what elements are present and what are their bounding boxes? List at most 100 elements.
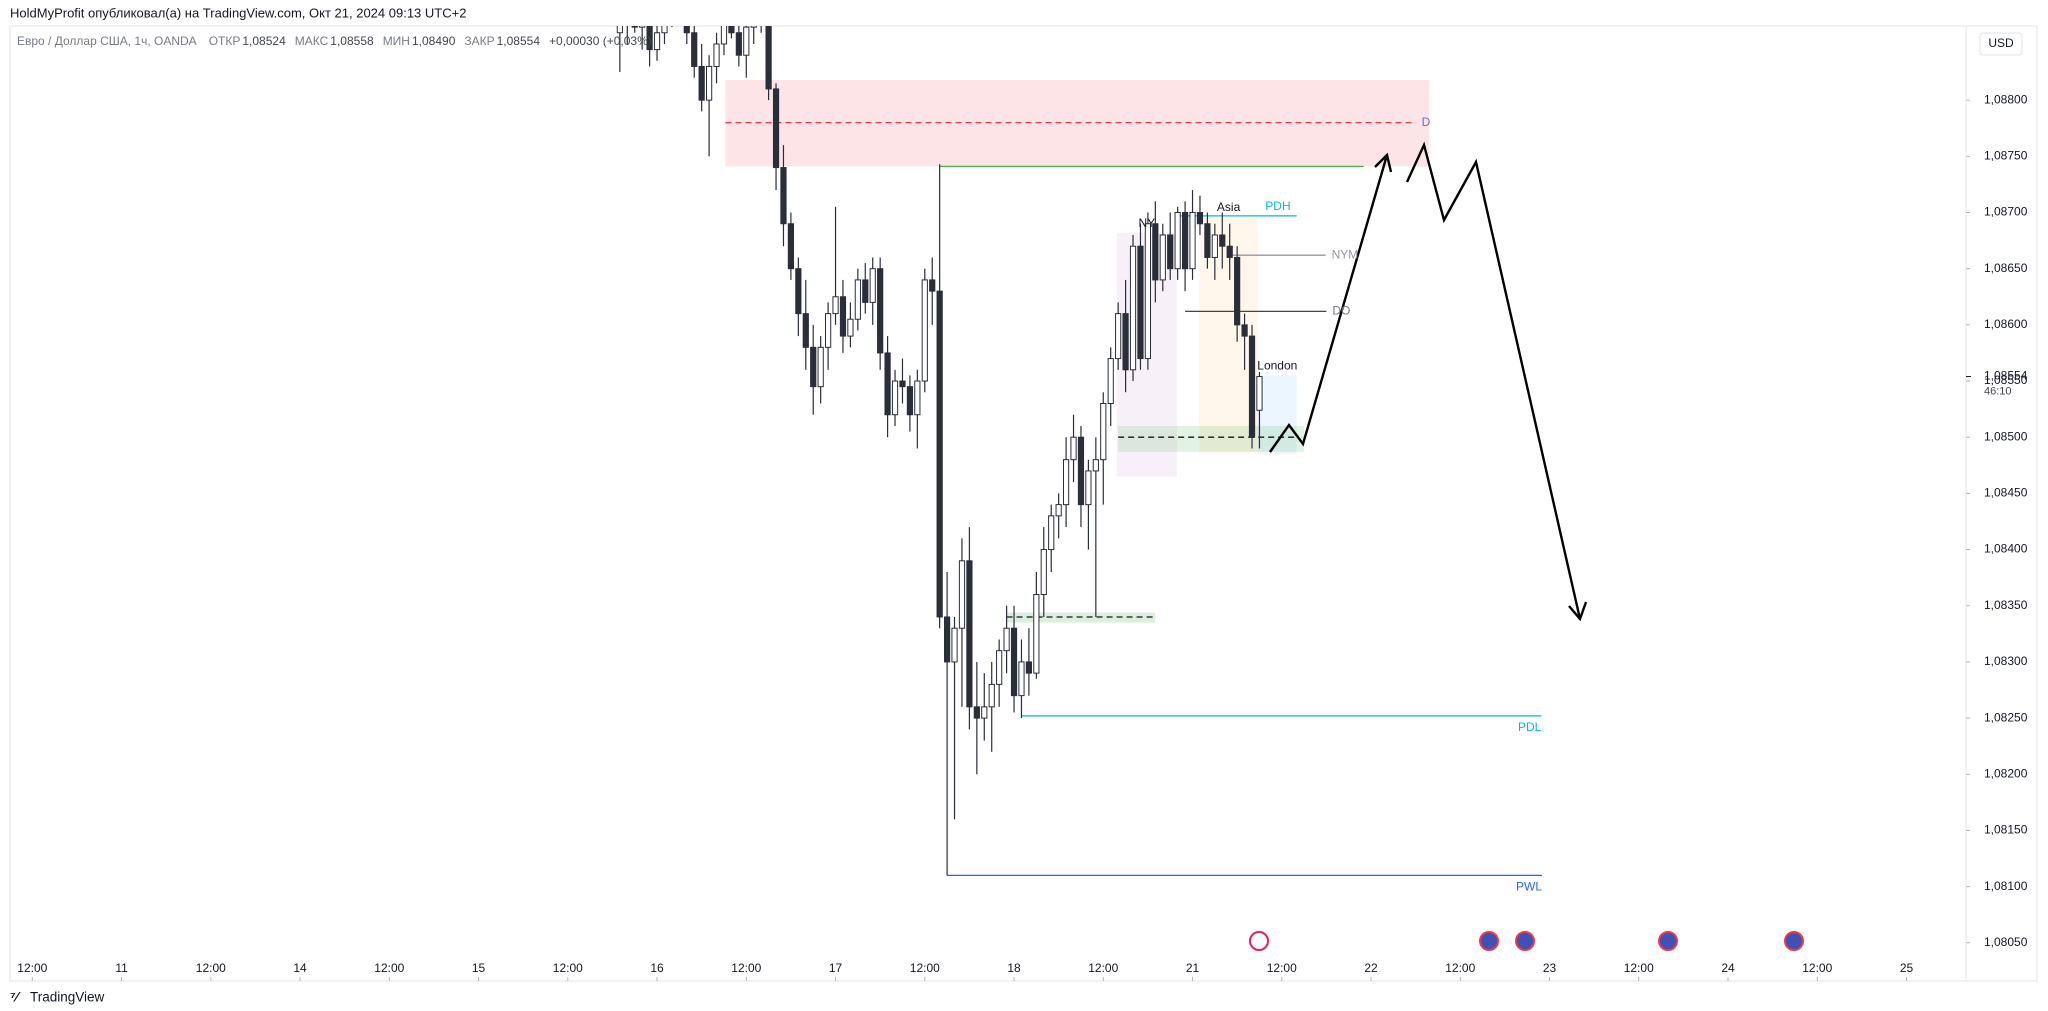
- candle-body: [847, 318, 854, 337]
- candle-body: [958, 560, 966, 629]
- candle-body: [877, 268, 884, 354]
- candle-body: [735, 32, 742, 56]
- ohlc-label: ЗАКР: [464, 34, 494, 48]
- candle-body: [646, 26, 653, 51]
- event-icon[interactable]: [1479, 931, 1499, 951]
- y-tick-label: 1,08650: [1984, 261, 2028, 275]
- candle-body: [631, 26, 638, 28]
- candle-body: [639, 26, 646, 28]
- x-tick-label: 17: [829, 961, 843, 975]
- candle-body: [1256, 376, 1263, 411]
- y-tick-label: 1,08400: [1984, 542, 2028, 556]
- arrowhead: [1374, 152, 1393, 173]
- y-tick-label: 1,08450: [1984, 486, 2028, 500]
- candle-body: [1033, 594, 1040, 674]
- candle-body: [1174, 212, 1181, 270]
- event-icon[interactable]: [1515, 931, 1535, 951]
- candle-body: [1122, 313, 1129, 371]
- projection-down: [1405, 141, 1582, 620]
- candle-body: [1070, 436, 1077, 461]
- countdown: 46:10: [1984, 385, 2012, 397]
- candle-body: [1167, 234, 1174, 270]
- x-tick-label: 22: [1364, 961, 1378, 975]
- candle-body: [1048, 515, 1055, 551]
- y-tick-label: 1,08050: [1984, 935, 2028, 949]
- last-price-label: 1,08554: [1984, 369, 2028, 383]
- x-tick-label: 12:00: [553, 961, 583, 975]
- y-tick-label: 1,08100: [1984, 879, 2028, 893]
- candle-body: [1241, 324, 1248, 337]
- candle-body: [1196, 212, 1204, 225]
- candle-body: [765, 26, 772, 90]
- candle-body: [1181, 212, 1189, 270]
- x-tick-label: 12:00: [374, 961, 404, 975]
- y-tick-label: 1,08800: [1984, 92, 2028, 106]
- x-tick-label: 11: [115, 961, 128, 975]
- candle-body: [772, 88, 780, 169]
- arrowhead: [1568, 601, 1588, 622]
- candle-body: [1092, 459, 1099, 472]
- ohlc-label: МИН: [383, 34, 410, 48]
- symbol-name: Евро / Доллар США, 1ч, OANDA: [17, 34, 197, 48]
- drawing-label: PDL: [1518, 720, 1542, 734]
- event-icon[interactable]: [1249, 931, 1269, 951]
- x-tick-label: 23: [1543, 961, 1557, 975]
- candle-body: [743, 26, 750, 56]
- candle-body: [1100, 403, 1107, 461]
- candle-body: [973, 706, 980, 719]
- candle-body: [862, 279, 869, 303]
- candle-body: [1219, 234, 1226, 247]
- candle-body: [832, 296, 839, 315]
- currency[interactable]: USD: [1988, 36, 2014, 50]
- ohlc-label: МАКС: [295, 34, 329, 48]
- candle-body: [1062, 459, 1070, 506]
- candle-body: [787, 223, 795, 270]
- candle-body: [988, 683, 995, 708]
- x-tick-label: 18: [1007, 961, 1021, 975]
- change: +0,00030 (+0,03%): [549, 34, 652, 48]
- candle-body: [795, 268, 802, 315]
- x-tick-label: 12:00: [196, 961, 226, 975]
- candle-body: [1137, 245, 1144, 360]
- candle-body: [921, 279, 928, 382]
- candle-body: [1077, 436, 1085, 506]
- x-tick-label: 16: [650, 961, 664, 975]
- candle-body: [884, 352, 891, 416]
- drawing-label: Asia: [1217, 200, 1241, 214]
- candle-body: [1211, 234, 1218, 258]
- candle-body: [854, 279, 861, 320]
- x-tick-label: 25: [1900, 961, 1914, 975]
- x-tick-label: 12:00: [1802, 961, 1832, 975]
- drawing-label: NY: [1138, 216, 1155, 230]
- event-icon[interactable]: [1658, 931, 1678, 951]
- candle-body: [943, 616, 951, 663]
- candle-body: [1010, 627, 1018, 697]
- candle-body: [705, 65, 713, 101]
- candle-body: [1003, 627, 1010, 652]
- currency-box[interactable]: [1979, 32, 2023, 56]
- candle-body: [936, 290, 943, 618]
- y-tick-label: 1,08350: [1984, 598, 2028, 612]
- candle-body: [966, 560, 973, 708]
- x-tick-label: 12:00: [1445, 961, 1475, 975]
- ohlc-value: 1,08558: [330, 34, 374, 48]
- x-tick-label: 21: [1186, 961, 1200, 975]
- candle-body: [906, 386, 914, 416]
- x-tick-label: 12:00: [910, 961, 940, 975]
- candle-body: [1152, 223, 1159, 281]
- event-icon[interactable]: [1784, 931, 1804, 951]
- candle-body: [981, 706, 988, 719]
- logo-mark: ⁷⁄: [10, 989, 21, 1005]
- plot-area: [616, 26, 1543, 877]
- y-tick-label: 1,08600: [1984, 317, 2028, 331]
- candle-body: [1107, 358, 1114, 405]
- ohlc-value: 1,08490: [412, 34, 456, 48]
- candle-body: [653, 32, 661, 51]
- x-tick-label: 15: [472, 961, 486, 975]
- candle-body: [1189, 212, 1196, 270]
- x-tick-label: 12:00: [17, 961, 47, 975]
- candle-body: [1040, 549, 1047, 596]
- candle-body: [1248, 335, 1256, 438]
- candle-body: [929, 279, 936, 292]
